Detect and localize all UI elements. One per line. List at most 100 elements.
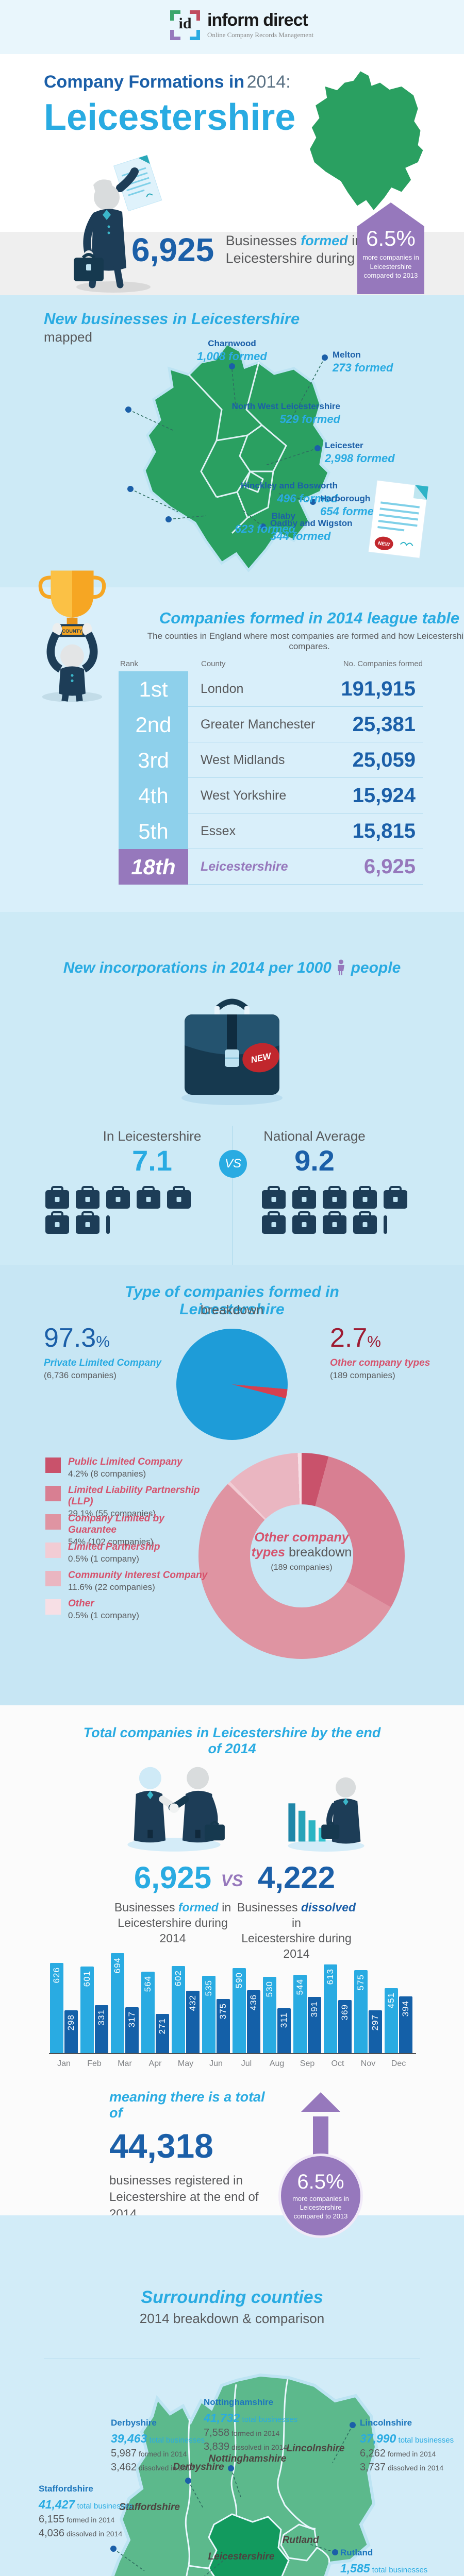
county-map-label: Derbyshire	[173, 2462, 224, 2472]
month-label: Jun	[209, 2059, 223, 2068]
month-label: Oct	[331, 2059, 344, 2068]
district-callout: Hinckley and Bosworth 496 formed	[241, 481, 338, 505]
county-formed: 7,558 formed in 2014	[204, 2427, 280, 2438]
surrounding-section: Surrounding counties 2014 breakdown & co…	[0, 2215, 464, 2576]
district-formed-count: 529 formed	[279, 413, 340, 426]
dissolved-bar-value: 436	[248, 1994, 258, 2011]
hero-section: Company Formations in 2014: Leicestershi…	[0, 54, 464, 232]
county-callout: Lincolnshire 37,990 total businesses 6,262…	[360, 2417, 454, 2475]
county-total: 37,990 total businesses	[360, 2431, 454, 2445]
county-cell: West Yorkshire	[201, 788, 287, 803]
briefcase-icon	[262, 1215, 286, 1234]
formed-bar: 626	[50, 1962, 63, 2053]
formed-bar: 530	[263, 1976, 276, 2053]
dissolved-bar: 369	[338, 1999, 352, 2053]
leicestershire-map-icon	[310, 71, 423, 210]
month-label: Aug	[269, 2059, 285, 2068]
briefcase-icon	[323, 1215, 346, 1234]
dissolved-bar: 432	[186, 1991, 200, 2053]
formed-bar: 575	[354, 1970, 368, 2053]
district-formed-count: 1,008 formed	[197, 350, 267, 363]
legend-swatch	[45, 1571, 61, 1586]
table-row: 3rd West Midlands 25,059	[119, 742, 423, 778]
mapped-section: New businesses in Leicestershire mapped	[0, 295, 464, 587]
county-callout: Derbyshire 39,463 total businesses 5,987 f…	[111, 2417, 205, 2475]
legend-item: Community Interest Company 11.6% (22 comp…	[45, 1570, 216, 1592]
dissolved-bar: 271	[156, 2014, 169, 2053]
table-row: 2nd Greater Manchester 25,381	[119, 707, 423, 742]
county-total: 41,427 total businesses	[39, 2497, 133, 2511]
monthly-bar-chart: 626 298 Jan 601 331 Feb 694 317 Mar 564 271 Apr 602 4…	[0, 1705, 464, 2076]
legend-item: Company Limited by Guarantee 54% (102 com…	[45, 1513, 216, 1547]
total-registered: 44,318	[109, 2127, 213, 2165]
legend-item: Limited Partnership 0.5% (1 company)	[45, 1541, 216, 1564]
person-icon	[338, 959, 345, 975]
hero-stat: 6,925 Businesses formed in Leicestershir…	[131, 231, 390, 268]
legend-detail: 0.5% (1 company)	[68, 1554, 139, 1564]
companies-count-cell: 25,059	[352, 748, 416, 771]
logo-tagline: Online Company Records Management	[207, 31, 314, 39]
formed-bar: 602	[172, 1966, 185, 2053]
dissolved-bar-value: 298	[66, 2014, 76, 2030]
dissolved-bar: 298	[64, 2010, 78, 2053]
companies-count-cell: 15,815	[352, 819, 416, 842]
county-dissolved: 3,737 dissolved in 2014	[360, 2461, 444, 2473]
district-formed-count: 344 formed	[270, 530, 331, 543]
dissolved-bar-value: 375	[218, 2003, 228, 2020]
dissolved-illustration	[288, 1777, 364, 1852]
district-name: Charnwood	[208, 338, 256, 348]
county-name: Staffordshire	[39, 2484, 93, 2494]
briefcase-icon	[76, 1190, 100, 1209]
league-formed-subtitle: The counties in England where most compa…	[147, 631, 464, 651]
district-leader-lines	[128, 357, 325, 527]
county-cell: Greater Manchester	[201, 717, 316, 732]
dissolved-bar: 331	[95, 2005, 108, 2053]
formed-bar-value: 601	[82, 1970, 92, 1987]
companies-count-cell: 25,381	[352, 713, 416, 736]
month-label: Jul	[241, 2059, 252, 2068]
dissolved-bar: 394	[399, 1996, 412, 2053]
growth-badge-pct: 6.5%	[366, 226, 416, 250]
briefcase-icon	[384, 1190, 407, 1209]
formed-bar: 544	[293, 1974, 307, 2053]
district-formed-count: 654 formed	[320, 505, 381, 518]
month-label: Nov	[360, 2059, 376, 2068]
dissolved-bar: 375	[217, 1999, 230, 2053]
types-title: Type of companies formed in Leicestershi…	[125, 1283, 339, 1318]
certificate-icon	[113, 155, 162, 212]
types-section: Type of companies formed in Leicestershi…	[0, 1265, 464, 1705]
league-formed-table: 1st London 191,915 2nd Greater Manchester 25,…	[119, 671, 423, 885]
logo-name: inform direct	[207, 10, 308, 30]
legend-detail: 0.5% (1 company)	[68, 1611, 139, 1620]
legend-swatch	[45, 1599, 61, 1615]
per1000-new-title: New incorporations in 2014 per 1000 peop…	[63, 959, 401, 976]
mapped-subtitle: mapped	[44, 329, 92, 345]
league-formed-title: Companies formed in 2014 league table	[159, 609, 460, 627]
totals-section: Total companies in Leicestershire by the…	[0, 1705, 464, 2238]
company-types-pie	[176, 1329, 288, 1440]
legend-label: Other	[68, 1598, 94, 1609]
district-formed-count: 623 formed	[235, 522, 295, 535]
formed-bar-value: 602	[173, 1970, 183, 1987]
table-row: 1st London 191,915	[119, 671, 423, 707]
surrounding-counties-map	[110, 2373, 378, 2576]
table-row: 4th West Yorkshire 15,924	[119, 778, 423, 814]
district-name: Harborough	[320, 494, 371, 503]
legend-item: Public Limited Company 4.2% (8 companies)	[45, 1456, 216, 1479]
legend-detail: 29.1% (55 companies)	[68, 1509, 156, 1518]
formed-bar: 613	[324, 1964, 337, 2053]
month-label: Dec	[391, 2059, 406, 2068]
dissolved-bar: 391	[308, 1996, 321, 2053]
svg-text:COUNTY: COUNTY	[62, 629, 82, 634]
briefcase-icon	[76, 1215, 100, 1234]
month-label: Apr	[148, 2059, 162, 2068]
district-name: Leicester	[325, 440, 363, 450]
county-formed: 5,987 formed in 2014	[111, 2447, 187, 2459]
other-types-donut	[198, 1453, 405, 1659]
formed-bar-value: 530	[264, 1980, 274, 1997]
rank-cell: 3rd	[119, 742, 188, 778]
month-label: Mar	[118, 2059, 132, 2068]
left-label: In Leicestershire	[103, 1128, 202, 1144]
new-certificate-icon: NEW	[368, 480, 429, 558]
briefcase-icon	[353, 1190, 377, 1209]
